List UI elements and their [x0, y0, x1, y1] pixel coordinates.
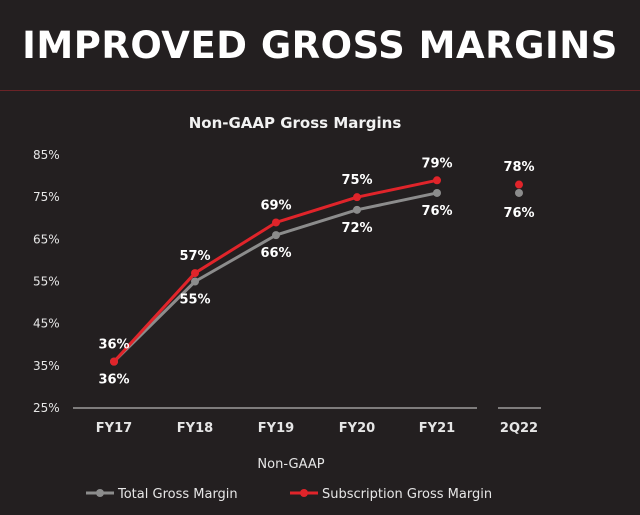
total-margin-label: 76%: [421, 204, 452, 219]
legend-total-label: Total Gross Margin: [117, 487, 238, 502]
legend-subscription-marker: [300, 489, 308, 497]
y-tick-label: 45%: [33, 317, 60, 331]
y-tick-label: 85%: [33, 148, 60, 162]
subscription-margin-label: 75%: [341, 173, 372, 188]
data-point-2q22: [515, 180, 523, 189]
total-gross-margin-line: [112, 191, 438, 363]
y-tick-label: 35%: [33, 359, 60, 373]
page-title: IMPROVED GROSS MARGINS: [22, 24, 618, 67]
data-point: [433, 176, 441, 185]
total-margin-label-2q22: 76%: [503, 206, 534, 221]
data-labels: 36% 55% 66% 72% 76% 36% 57% 69% 75% 79% 78% 76%: [98, 156, 534, 387]
x-axis-label: Non-GAAP: [257, 457, 324, 472]
x-tick-label: FY17: [96, 421, 132, 436]
y-tick-label: 75%: [33, 190, 60, 204]
total-margin-label: 72%: [341, 221, 372, 236]
x-tick-label-2q22: 2Q22: [500, 421, 538, 436]
legend: Total Gross Margin Subscription Gross Mar…: [86, 487, 492, 502]
y-tick-label: 65%: [33, 232, 60, 246]
subscription-margin-label-2q22: 78%: [503, 160, 534, 175]
data-point: [272, 231, 280, 240]
y-tick-label: 55%: [33, 275, 60, 289]
data-point: [353, 205, 361, 214]
x-tick-label: FY20: [339, 421, 375, 436]
subscription-margin-label: 69%: [260, 198, 291, 213]
total-margin-label: 55%: [179, 293, 210, 308]
total-margin-label: 66%: [260, 246, 291, 261]
title-divider: [0, 90, 640, 91]
chart-title: Non-GAAP Gross Margins: [189, 114, 402, 132]
subscription-margin-label: 36%: [98, 338, 129, 353]
y-tick-label: 25%: [33, 401, 60, 415]
axes: 85% 75% 65% 55% 45% 35% 25% FY17 FY18 FY19 FY20 FY2…: [33, 148, 541, 436]
data-point: [272, 218, 280, 227]
x-tick-label: FY21: [419, 421, 455, 436]
x-tick-label: FY18: [177, 421, 213, 436]
legend-subscription-label: Subscription Gross Margin: [322, 487, 492, 502]
series-lines: [110, 176, 523, 366]
data-point: [191, 269, 199, 278]
subscription-margin-label: 79%: [421, 156, 452, 171]
total-margin-label: 36%: [98, 373, 129, 388]
legend-total-marker: [96, 489, 104, 497]
data-point: [191, 277, 199, 286]
data-point: [110, 357, 118, 366]
subscription-margin-label: 57%: [179, 249, 210, 264]
data-point-2q22: [515, 188, 523, 197]
data-point: [353, 193, 361, 202]
data-point: [433, 188, 441, 197]
x-tick-label: FY19: [258, 421, 294, 436]
